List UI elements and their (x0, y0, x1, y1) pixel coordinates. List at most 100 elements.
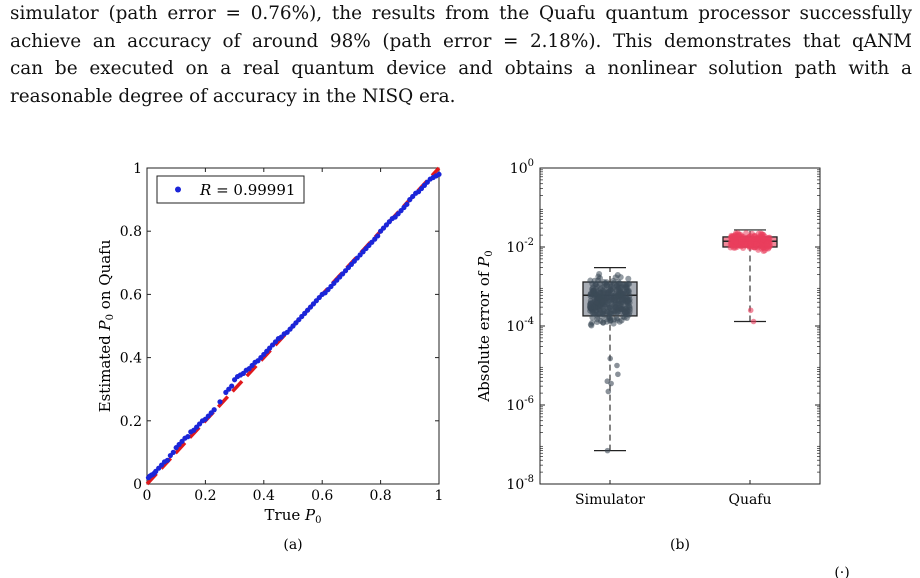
jitter-point (587, 297, 594, 304)
scatter-point (164, 457, 171, 463)
scatter-point (217, 399, 223, 405)
jitter-point (614, 292, 621, 299)
jitter-point (751, 232, 758, 239)
jitter-point (594, 318, 601, 325)
y-tick-label: 0.2 (120, 414, 142, 430)
jitter-point (604, 289, 611, 296)
legend-label: R = 0.99991 (199, 181, 295, 199)
legend-marker (175, 186, 181, 193)
jitter-point (753, 241, 760, 248)
y-tick-label: 0.4 (120, 351, 142, 367)
paragraph-line: can be executed on a real quantum device… (10, 58, 912, 79)
y-tick-label: 100 (510, 158, 534, 177)
jitter-point (748, 239, 755, 246)
jitter-point (625, 275, 632, 282)
jitter-point (608, 282, 615, 289)
panel-b-boxplot: 100 10-2 10-4 10-6 10-8 Simulator Quafu Absolu… (475, 158, 821, 553)
outlier-point (614, 362, 620, 369)
box-group-simulator (582, 267, 638, 454)
panel-b-axes-frame (539, 167, 821, 485)
x-tick-label: 0 (143, 488, 152, 504)
caption-fragment: (·) (834, 565, 849, 578)
jitter-point (597, 304, 604, 311)
jitter-point (764, 243, 771, 250)
jitter-point (587, 303, 594, 310)
y-tick-label: 1 (133, 161, 142, 177)
x-tick-label: 0.2 (194, 488, 216, 504)
y-tick-label: 10-8 (506, 474, 534, 493)
paragraph-line: achieve an accuracy of around 98% (path … (10, 30, 912, 52)
x-tick-label: 0.4 (253, 488, 275, 504)
outlier-point (607, 355, 613, 362)
panel-a-xlabel: True P0 (265, 506, 322, 526)
y-tick-label: 0 (133, 477, 142, 493)
jitter-point (743, 230, 750, 237)
outlier-point (605, 388, 612, 395)
scatter-point (185, 434, 191, 440)
jitter-point (604, 300, 611, 307)
jitter-point (623, 310, 630, 317)
jitter-point (595, 310, 602, 317)
jitter-point (626, 299, 633, 306)
x-category-label: Quafu (728, 492, 771, 508)
panel-b-label: (b) (670, 537, 690, 553)
scatter-point (436, 171, 442, 177)
panel-a-ticks: 0 0.2 0.4 0.6 0.8 1 0 0.2 0.4 0.6 0.8 1 (120, 161, 444, 504)
jitter-point (599, 299, 606, 306)
jitter-point (617, 303, 624, 310)
panel-a-ylabel: Estimated P0 on Quafu (96, 239, 116, 412)
jitter-point (596, 290, 603, 297)
panel-a-label: (a) (283, 537, 302, 553)
panel-b-ylabel: Absolute error of P0 (475, 250, 495, 402)
jitter-point (596, 294, 603, 301)
x-category-label: Simulator (575, 492, 645, 508)
jitter-point (618, 317, 625, 324)
scatter-point (211, 407, 217, 413)
scatter-point (375, 233, 381, 239)
box-group-quafu (722, 229, 778, 325)
jitter-point (589, 309, 596, 316)
y-tick-label: 0.6 (120, 287, 142, 303)
scatter-point (170, 449, 176, 455)
panel-a-axes-frame (146, 167, 440, 485)
jitter-point (626, 280, 633, 287)
panel-a-legend: R = 0.99991 (156, 175, 305, 204)
jitter-point (620, 289, 627, 296)
y-tick-label: 10-2 (506, 237, 534, 256)
scatter-point (404, 201, 410, 207)
jitter-point (588, 322, 595, 329)
outlier-point (747, 307, 754, 314)
x-tick-label: 0.6 (311, 488, 333, 504)
legend-box (156, 175, 305, 204)
body-paragraph: simulator (path error = 0.76%), the resu… (10, 0, 912, 110)
jitter-point (587, 290, 594, 297)
jitter-point (610, 277, 617, 284)
y-tick-label: 10-6 (506, 395, 534, 414)
jitter-point (738, 239, 745, 246)
jitter-point (607, 310, 614, 317)
jitter-point (626, 292, 633, 299)
jitter-point (589, 314, 596, 321)
outlier-point (604, 447, 611, 454)
panel-b-boxes-layer (582, 229, 778, 454)
jitter-point (614, 272, 621, 279)
panel-b-ticks: 100 10-2 10-4 10-6 10-8 Simulator Quafu (506, 158, 820, 508)
y-tick-label: 0.8 (120, 224, 142, 240)
jitter-point (756, 234, 763, 241)
jitter-point (595, 277, 602, 284)
x-tick-label: 0.8 (369, 488, 391, 504)
panel-a-points-layer (145, 171, 442, 481)
jitter-point (613, 309, 620, 316)
jitter-point (624, 304, 631, 311)
y-tick-label: 10-4 (506, 316, 534, 335)
jitter-point (619, 297, 626, 304)
paragraph-line: reasonable degree of accuracy in the NIS… (10, 85, 456, 107)
jitter-point (601, 283, 608, 290)
x-tick-label: 1 (435, 488, 444, 504)
outlier-point (750, 318, 757, 325)
panel-a-scatter: 0 0.2 0.4 0.6 0.8 1 0 0.2 0.4 0.6 0.8 1 R = 0.99991… (96, 161, 443, 553)
jitter-point (603, 318, 610, 325)
jitter-point (613, 315, 620, 322)
scatter-point (229, 383, 235, 389)
